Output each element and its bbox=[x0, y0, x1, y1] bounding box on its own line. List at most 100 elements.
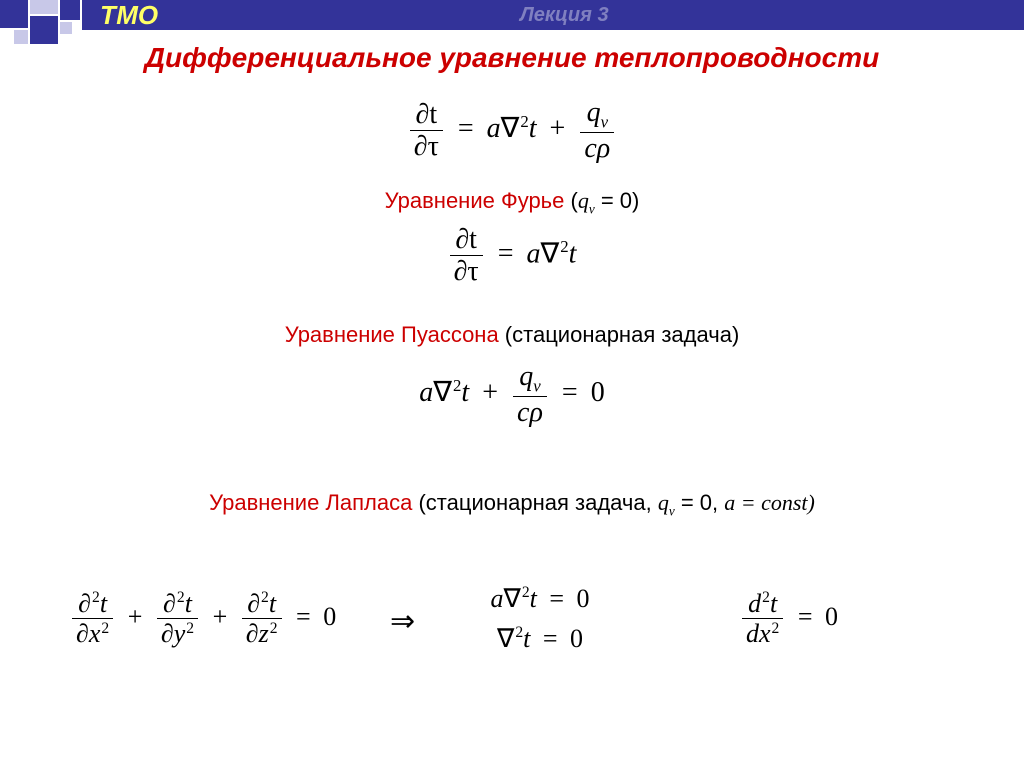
eq4-eq: = bbox=[290, 602, 317, 631]
equation-laplace-compact: a∇2t = 0 ∇2t = 0 bbox=[440, 584, 640, 654]
eq4-p1: ∂ bbox=[78, 589, 91, 618]
eq4r-zero: 0 bbox=[825, 602, 838, 631]
eq2-a: a bbox=[526, 238, 540, 269]
eq3-plus: + bbox=[476, 377, 504, 408]
eq2-lhs-num: ∂t bbox=[455, 224, 477, 255]
eq1-sup2: 2 bbox=[519, 112, 528, 131]
eq4-zero: 0 bbox=[323, 602, 336, 631]
eq3-sup2: 2 bbox=[452, 376, 461, 395]
eq1-lhs-den: ∂τ bbox=[414, 131, 439, 162]
eq1-t: t bbox=[529, 113, 537, 144]
eq4-d1: ∂ bbox=[76, 619, 89, 648]
caption-fourier: Уравнение Фурье (qv = 0) bbox=[0, 188, 1024, 217]
cap3-a: a bbox=[724, 490, 735, 515]
eq4mb-eq: = bbox=[537, 624, 564, 653]
deco-square bbox=[60, 22, 72, 34]
eq1-equals: = bbox=[452, 113, 480, 144]
eq4r-d1: d bbox=[748, 589, 761, 618]
equation-fourier: ∂t ∂τ = a∇2t bbox=[0, 225, 1024, 287]
eq4-zs: 2 bbox=[269, 620, 278, 637]
eq3-q: q bbox=[519, 361, 533, 392]
cap1-q: q bbox=[578, 188, 589, 213]
eq1-c: c bbox=[584, 133, 596, 164]
eq1-qv: v bbox=[601, 113, 608, 132]
equation-laplace-1d: d2t dx2 = 0 bbox=[740, 590, 838, 648]
eq3-nabla: ∇ bbox=[433, 377, 452, 408]
equation-heat-diff: ∂t ∂τ = a∇2t + qv cρ bbox=[0, 98, 1024, 164]
cap3-open: (стационарная задача, bbox=[412, 490, 658, 515]
eq1-plus: + bbox=[544, 113, 572, 144]
eq4-p1s: 2 bbox=[91, 589, 100, 606]
eq2-lhs-den: ∂τ bbox=[454, 256, 479, 287]
eq4mb-t: t bbox=[523, 624, 530, 653]
eq3-c: c bbox=[517, 397, 529, 428]
eq4-p3: ∂ bbox=[247, 589, 260, 618]
cap3-mid: = 0, bbox=[675, 490, 725, 515]
eq4mb-zero: 0 bbox=[570, 624, 583, 653]
eq3-rho: ρ bbox=[529, 397, 542, 428]
eq4m-nabla: ∇ bbox=[503, 584, 520, 613]
deco-square bbox=[30, 0, 58, 14]
cap3-name: Уравнение Лапласа bbox=[209, 490, 412, 515]
implies-arrow: ⇒ bbox=[390, 604, 415, 639]
eq4-xs: 2 bbox=[100, 620, 109, 637]
eq4mb-nabla: ∇ bbox=[497, 624, 514, 653]
eq4m-t: t bbox=[530, 584, 537, 613]
eq3-t: t bbox=[461, 377, 469, 408]
eq4-d2: ∂ bbox=[161, 619, 174, 648]
eq4m-a: a bbox=[490, 584, 503, 613]
eq3-zero: 0 bbox=[591, 377, 605, 408]
eq1-a: a bbox=[487, 113, 501, 144]
eq4r-d2: d bbox=[746, 619, 759, 648]
caption-laplace: Уравнение Лапласа (стационарная задача, … bbox=[0, 490, 1024, 519]
eq1-nabla: ∇ bbox=[501, 113, 520, 144]
eq4mb-s: 2 bbox=[514, 624, 523, 641]
eq4r-s2: 2 bbox=[771, 620, 780, 637]
cap3-q: q bbox=[658, 490, 669, 515]
eq4m-zero: 0 bbox=[577, 584, 590, 613]
eq4r-x: x bbox=[759, 619, 771, 648]
cap3-close: = const) bbox=[735, 490, 815, 515]
eq3-equals: = bbox=[556, 377, 584, 408]
eq1-q: q bbox=[587, 97, 601, 128]
cap1-name: Уравнение Фурье bbox=[385, 188, 565, 213]
eq4-ys: 2 bbox=[185, 620, 194, 637]
equation-laplace-expanded: ∂2t ∂x2 + ∂2t ∂y2 + ∂2t ∂z2 = 0 bbox=[70, 590, 336, 648]
cap2-rest: (стационарная задача) bbox=[499, 322, 740, 347]
eq4-y: y bbox=[174, 619, 186, 648]
eq3-qv: v bbox=[533, 377, 540, 396]
eq2-sup2: 2 bbox=[559, 237, 568, 256]
eq4-x: x bbox=[89, 619, 101, 648]
deco-square bbox=[60, 0, 80, 20]
eq4r-eq: = bbox=[792, 602, 819, 631]
deco-square bbox=[0, 0, 28, 28]
eq2-t: t bbox=[569, 238, 577, 269]
eq4-d3: ∂ bbox=[246, 619, 259, 648]
eq4r-s1: 2 bbox=[761, 589, 770, 606]
eq1-rho: ρ bbox=[597, 133, 610, 164]
cap1-close: = 0) bbox=[595, 188, 640, 213]
eq4m-eq: = bbox=[543, 584, 570, 613]
slide-title: Дифференциальное уравнение теплопроводно… bbox=[0, 42, 1024, 74]
eq4-p2s: 2 bbox=[176, 589, 185, 606]
lecture-number: Лекция 3 bbox=[520, 4, 609, 27]
eq4m-s: 2 bbox=[521, 584, 530, 601]
eq4-plus2: + bbox=[207, 602, 234, 631]
deco-square bbox=[30, 16, 58, 44]
equation-poisson: a∇2t + qv cρ = 0 bbox=[0, 362, 1024, 428]
eq4-p2t: t bbox=[185, 589, 192, 618]
eq3-a: a bbox=[419, 377, 433, 408]
eq4-p2: ∂ bbox=[163, 589, 176, 618]
eq1-lhs-num: ∂t bbox=[415, 99, 437, 130]
cap1-open: ( bbox=[564, 188, 577, 213]
eq4-plus1: + bbox=[122, 602, 149, 631]
eq4-p1t: t bbox=[100, 589, 107, 618]
course-code: ТМО bbox=[100, 0, 158, 31]
eq2-equals: = bbox=[492, 238, 520, 269]
arrow-icon: ⇒ bbox=[390, 605, 415, 638]
eq2-nabla: ∇ bbox=[540, 238, 559, 269]
eq4-z: z bbox=[259, 619, 269, 648]
eq4r-t: t bbox=[770, 589, 777, 618]
cap2-name: Уравнение Пуассона bbox=[285, 322, 499, 347]
caption-poisson: Уравнение Пуассона (стационарная задача) bbox=[0, 322, 1024, 348]
